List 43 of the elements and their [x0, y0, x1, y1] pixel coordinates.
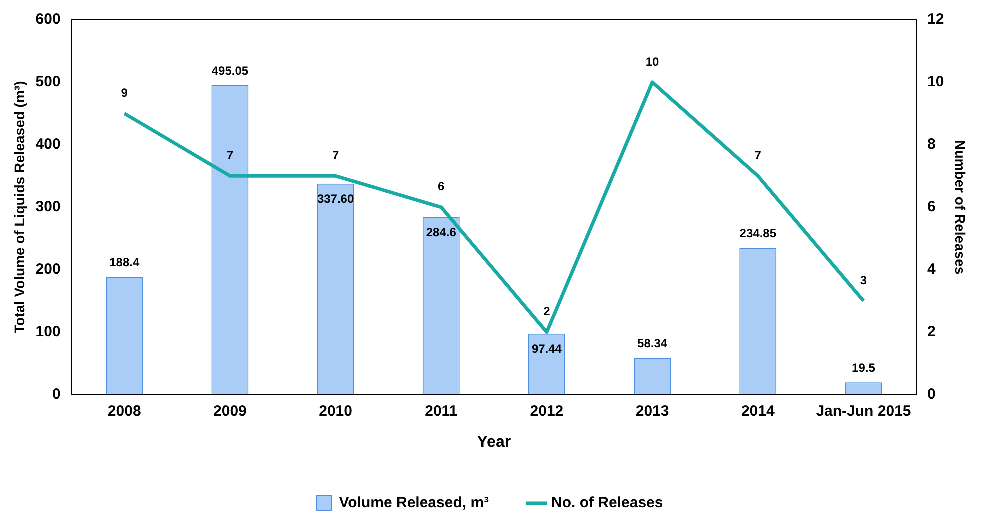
x-tick-label: 2010: [319, 402, 352, 420]
y2-axis-title: Number of Releases: [952, 140, 969, 275]
y2-tick-label: 4: [928, 261, 937, 278]
y-tick-label: 600: [36, 11, 61, 28]
y-tick-label: 0: [52, 386, 61, 403]
y-tick-label: 500: [36, 74, 61, 91]
y-tick-label: 100: [36, 323, 61, 340]
legend-label: No. of Releases: [552, 494, 664, 512]
data-label: 337.60: [317, 192, 354, 206]
x-tick-label: 2008: [108, 402, 142, 420]
x-tick-label: 2012: [530, 402, 564, 420]
y2-tick-label: 0: [928, 386, 936, 403]
data-label: 10: [646, 54, 660, 69]
data-label: 19.5: [852, 360, 876, 375]
data-label: 9: [121, 86, 128, 100]
x-tick-label: 2014: [741, 402, 776, 420]
y-tick-label: 200: [36, 261, 61, 278]
data-label: 284.6: [426, 225, 457, 240]
y2-tick-label: 2: [928, 323, 936, 340]
x-axis-title: Year: [477, 434, 512, 451]
data-label: 188.4: [110, 255, 140, 270]
y2-tick-label: 10: [928, 74, 944, 91]
data-label: 6: [438, 180, 446, 194]
x-tick-label: 2011: [425, 402, 458, 420]
data-label: 58.34: [638, 336, 668, 351]
data-label: 2: [544, 304, 551, 319]
legend-label: Volume Released, m³: [339, 494, 490, 512]
x-tick-label: 2013: [636, 402, 670, 420]
data-label: 3: [860, 273, 868, 288]
data-label: 234.85: [740, 226, 777, 240]
y2-tick-label: 6: [928, 198, 936, 216]
data-label: 97.44: [532, 342, 562, 356]
y-tick-label: 300: [36, 198, 61, 216]
y2-tick-label: 12: [928, 11, 944, 28]
data-label: 495.05: [212, 64, 249, 78]
x-tick-label: 2009: [214, 402, 247, 420]
data-label: 7: [226, 148, 234, 162]
data-label: 7: [754, 148, 762, 162]
y2-tick-label: 8: [928, 136, 936, 154]
x-tick-label: Jan-Jun 2015: [816, 402, 912, 420]
y-tick-label: 400: [36, 136, 61, 154]
y-axis-title: Total Volume of Liquids Released (m³): [11, 81, 28, 334]
data-label: 7: [332, 148, 340, 162]
